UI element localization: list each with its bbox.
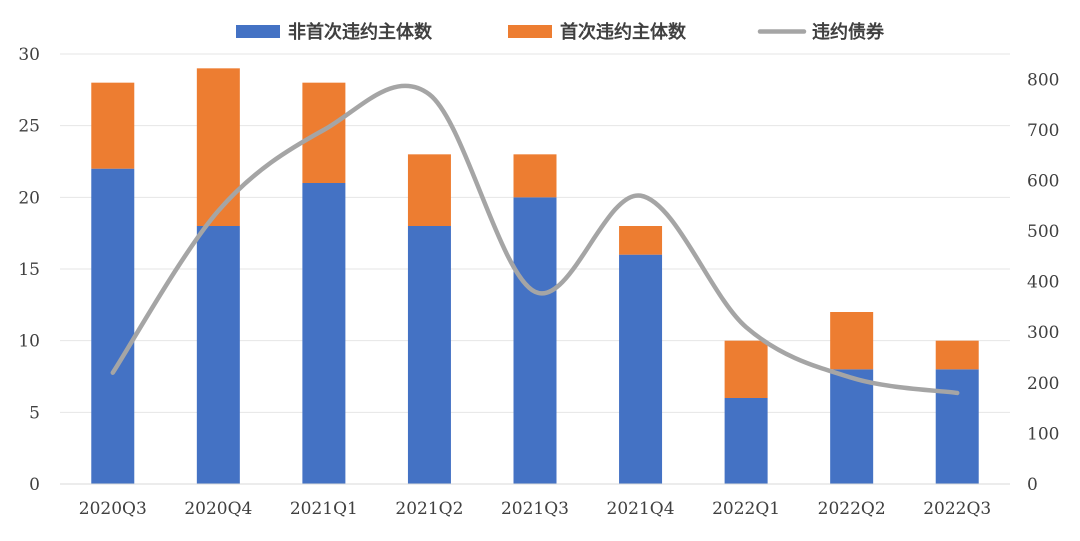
right-axis-tick-label: 700 (1027, 121, 1059, 141)
bar-non-first-default (935, 369, 979, 484)
right-axis-tick-label: 800 (1027, 70, 1059, 90)
left-axis-tick-label: 30 (18, 45, 40, 65)
legend-label: 非首次违约主体数 (288, 21, 433, 43)
left-axis-tick-label: 20 (18, 188, 40, 208)
x-axis-tick-label: 2022Q1 (712, 499, 780, 519)
left-axis-tick-label: 10 (18, 332, 40, 352)
x-axis-tick-label: 2021Q1 (290, 499, 358, 519)
left-axis-tick-label: 5 (29, 403, 40, 423)
x-axis-tick-label: 2020Q3 (79, 499, 147, 519)
right-axis-tick-label: 0 (1027, 475, 1038, 495)
defaulted-bonds-line (110, 83, 960, 396)
legend-swatch (508, 25, 552, 38)
bar-first-default (513, 154, 557, 198)
bar-non-first-default (830, 369, 874, 484)
legend: 非首次违约主体数 首次违约主体数 违约债券 (236, 21, 885, 43)
legend-label: 首次违约主体数 (560, 21, 687, 43)
left-axis-tick-label: 0 (29, 475, 40, 495)
bar-first-default (407, 154, 451, 226)
left-axis-tick-label: 15 (18, 260, 40, 280)
bar-first-default (724, 340, 768, 398)
legend-label: 违约债券 (812, 21, 885, 43)
bar-first-default (91, 82, 135, 169)
bar-non-first-default (619, 254, 663, 484)
right-axis-tick-label: 200 (1027, 374, 1059, 394)
bar-first-default (830, 312, 874, 370)
bar-first-default (935, 340, 979, 370)
bars (91, 68, 979, 485)
x-axis-tick-label: 2020Q4 (184, 499, 252, 519)
bar-non-first-default (407, 226, 451, 484)
x-axis-tick-label: 2021Q2 (395, 499, 463, 519)
right-axis-tick-label: 500 (1027, 222, 1059, 242)
legend-swatch (236, 25, 280, 38)
x-axis-tick-label: 2021Q4 (607, 499, 675, 519)
bar-first-default (196, 68, 240, 226)
x-axis-tick-label: 2022Q2 (818, 499, 886, 519)
right-axis-tick-label: 300 (1027, 323, 1059, 343)
bar-non-first-default (513, 197, 557, 485)
right-axis-tick-label: 100 (1027, 424, 1059, 444)
bar-first-default (302, 82, 346, 183)
bar-non-first-default (196, 226, 240, 484)
bar-non-first-default (302, 183, 346, 484)
line-series (110, 83, 960, 396)
axes: 0510152025300100200300400500600700800202… (18, 45, 1059, 519)
right-axis-tick-label: 400 (1027, 273, 1059, 293)
left-axis-tick-label: 25 (18, 117, 40, 137)
right-axis-tick-label: 600 (1027, 171, 1059, 191)
bar-first-default (619, 226, 663, 255)
x-axis-tick-label: 2022Q3 (923, 499, 991, 519)
x-axis-tick-label: 2021Q3 (501, 499, 569, 519)
bar-non-first-default (91, 168, 135, 484)
bar-non-first-default (724, 398, 768, 484)
